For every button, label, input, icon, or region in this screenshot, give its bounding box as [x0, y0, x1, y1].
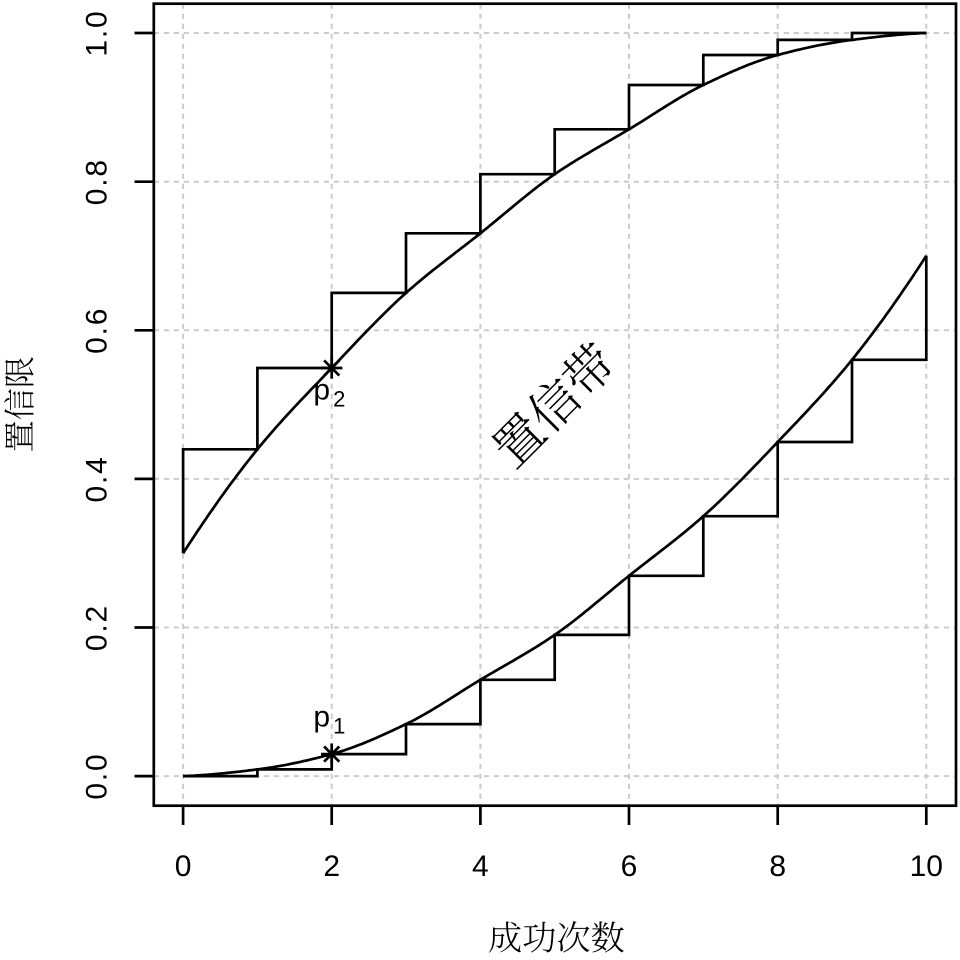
svg-text:0.0: 0.0	[81, 753, 114, 800]
svg-text:6: 6	[621, 850, 638, 883]
svg-text:4: 4	[472, 850, 489, 883]
svg-text:0.2: 0.2	[81, 604, 114, 651]
svg-text:0.6: 0.6	[81, 307, 114, 354]
svg-text:2: 2	[323, 850, 340, 883]
svg-text:1.0: 1.0	[81, 9, 114, 56]
svg-text:0: 0	[175, 850, 192, 883]
svg-text:0.8: 0.8	[81, 158, 114, 205]
svg-text:10: 10	[910, 850, 943, 883]
svg-text:8: 8	[769, 850, 786, 883]
svg-text:0.4: 0.4	[81, 455, 114, 502]
